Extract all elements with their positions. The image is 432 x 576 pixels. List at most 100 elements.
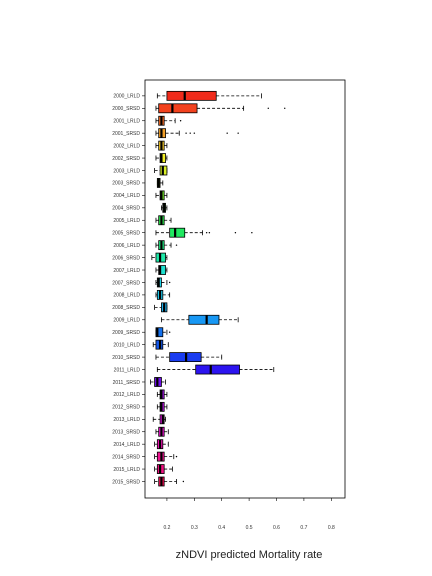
outlier-point	[267, 107, 269, 110]
y-tick-label: 2012_SRSD	[112, 405, 140, 411]
y-tick-label: 2013_SRSD	[112, 430, 140, 436]
x-tick-label: 0.3	[191, 525, 198, 531]
box-2005_LRLD	[155, 215, 172, 226]
box-2008_LRLD	[155, 289, 171, 300]
y-tick-label: 2006_LRLD	[113, 243, 140, 249]
box-2000_LRLD	[156, 90, 262, 101]
box-2000_SRSD	[155, 103, 286, 114]
outlier-point	[182, 480, 185, 483]
box-body	[188, 314, 220, 325]
box-2010_SRSD	[155, 352, 223, 363]
box-2008_SRSD	[154, 302, 168, 313]
box-body	[169, 227, 186, 238]
box-2013_LRLD	[152, 414, 166, 425]
box-2013_SRSD	[155, 426, 169, 437]
outlier-point	[185, 132, 187, 134]
outlier-point	[237, 132, 239, 134]
y-tick-label: 2004_LRLD	[113, 193, 140, 199]
y-tick-label: 2002_LRLD	[113, 143, 140, 149]
outlier-point	[234, 232, 237, 234]
y-tick-label: 2015_LRLD	[113, 467, 140, 473]
box-2001_SRSD	[155, 128, 239, 139]
box-2015_LRLD	[154, 464, 173, 474]
box-2004_SRSD	[161, 202, 168, 213]
box-2015_SRSD	[154, 476, 185, 487]
box-2005_SRSD	[155, 227, 253, 238]
box-2002_SRSD	[155, 153, 168, 163]
outlier-point	[168, 331, 171, 333]
outlier-point	[205, 232, 208, 234]
outlier-point	[179, 120, 182, 122]
box-2007_SRSD	[155, 277, 171, 288]
outlier-point	[168, 281, 171, 284]
box-2014_LRLD	[154, 439, 169, 450]
x-tick-label: 0.2	[163, 525, 170, 531]
x-tick-label: 0.8	[328, 525, 335, 531]
x-tick-label: 0.4	[218, 525, 225, 531]
y-tick-label: 2001_SRSD	[112, 131, 140, 137]
outlier-point	[284, 107, 286, 110]
y-tick-label: 2009_LRLD	[113, 318, 140, 324]
box-2002_LRLD	[155, 140, 168, 151]
y-tick-label: 2014_LRLD	[113, 442, 140, 448]
box-2010_LRLD	[152, 339, 169, 350]
y-tick-label: 2012_LRLD	[113, 392, 140, 398]
y-tick-label: 2003_LRLD	[113, 168, 140, 174]
box-body	[195, 364, 240, 375]
box-body	[155, 327, 164, 338]
y-tick-label: 2014_SRSD	[112, 454, 140, 460]
outlier-point	[175, 455, 178, 458]
plot-frame	[144, 79, 346, 499]
outlier-point	[193, 132, 196, 134]
y-tick-label: 2005_LRLD	[113, 218, 140, 224]
x-tick-label: 0.5	[246, 525, 253, 531]
box-2006_LRLD	[155, 240, 178, 251]
outlier-point	[251, 232, 253, 234]
box-2007_LRLD	[155, 265, 168, 275]
x-axis: 0.2 0.3 0.4 0.5 0.6 0.7 0.8	[163, 498, 335, 531]
y-tick-label: 2010_LRLD	[113, 342, 140, 348]
y-tick-label: 2008_SRSD	[112, 305, 140, 311]
box-body	[158, 265, 166, 275]
y-tick-label: 2001_LRLD	[113, 119, 140, 125]
y-tick-labels: 2015_SRSD 2015_LRLD 2014_SRSD 2014_LRLD 2013…	[112, 94, 145, 485]
box-2014_SRSD	[154, 451, 178, 462]
box-body	[166, 90, 217, 101]
y-tick-label: 2008_LRLD	[113, 293, 140, 299]
y-tick-label: 2004_SRSD	[112, 206, 140, 212]
box-body	[158, 103, 198, 114]
box-2003_LRLD	[154, 165, 168, 176]
outlier-point	[175, 244, 178, 246]
y-tick-label: 2013_LRLD	[113, 417, 140, 423]
box-2012_SRSD	[156, 401, 168, 412]
y-tick-label: 2007_LRLD	[113, 268, 140, 274]
box-2011_LRLD	[156, 364, 275, 375]
boxes-layer	[150, 90, 286, 487]
y-tick-label: 2003_SRSD	[112, 181, 140, 187]
y-tick-label: 2000_LRLD	[113, 94, 140, 100]
y-tick-label: 2002_SRSD	[112, 156, 140, 162]
box-2012_LRLD	[156, 389, 168, 400]
y-tick-label: 2010_SRSD	[112, 355, 140, 361]
outlier-point	[208, 232, 211, 234]
y-tick-label: 2007_SRSD	[112, 280, 140, 286]
y-tick-label: 2015_SRSD	[112, 479, 140, 485]
y-tick-label: 2000_SRSD	[112, 106, 140, 112]
box-2011_SRSD	[150, 377, 166, 387]
box-2006_SRSD	[151, 252, 168, 263]
y-tick-label: 2011_SRSD	[113, 380, 141, 386]
x-tick-label: 0.6	[273, 525, 280, 531]
y-tick-label: 2011_LRLD	[114, 367, 141, 373]
box-2004_LRLD	[155, 190, 168, 201]
box-2009_LRLD	[161, 314, 239, 325]
box-2009_SRSD	[155, 327, 171, 338]
box-2001_LRLD	[155, 115, 182, 126]
box-body	[159, 153, 166, 163]
box-2003_SRSD	[156, 178, 164, 188]
x-axis-label: zNDVI predicted Mortality rate	[176, 549, 323, 561]
outlier-point	[226, 132, 228, 134]
y-tick-label: 2009_SRSD	[112, 330, 140, 336]
outlier-point	[189, 132, 191, 134]
y-tick-label: 2005_SRSD	[112, 231, 140, 237]
